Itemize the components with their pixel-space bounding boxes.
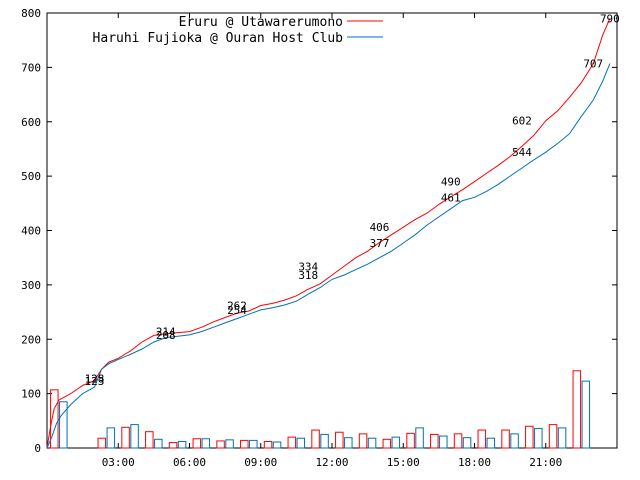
hourly-bar: [287, 436, 297, 449]
hourly-bars: [50, 370, 591, 449]
hourly-bar: [415, 427, 424, 449]
data-label: 377: [370, 237, 390, 250]
y-tick-label: 500: [21, 170, 41, 183]
data-label: 214: [156, 326, 176, 339]
x-tick-label: 12:00: [315, 456, 348, 469]
legend-label-haruhi: Haruhi Fujioka @ Ouran Host Club: [93, 31, 344, 46]
y-tick-label: 800: [21, 7, 41, 20]
data-label: 318: [298, 269, 318, 282]
data-label: 707: [583, 58, 603, 71]
data-label: 208: [156, 329, 176, 342]
hourly-bar: [263, 440, 273, 449]
hourly-bar: [201, 438, 211, 449]
hourly-bar: [145, 431, 154, 449]
data-label: 123: [85, 375, 105, 388]
legend-label-eruru: Eruru @ Utawarerumono: [179, 15, 343, 30]
hourly-bar: [154, 438, 163, 449]
y-tick-label: 0: [34, 442, 41, 455]
data-label: 544: [512, 146, 532, 159]
hourly-bar: [382, 438, 392, 449]
hourly-bar: [548, 424, 558, 449]
hourly-bar: [240, 439, 249, 449]
hourly-bar: [367, 437, 377, 449]
axes: 0 100 200 300 400 500 600 700 800 03:00 06:00 09:00…: [21, 7, 617, 469]
y-tick-label: 100: [21, 388, 41, 401]
hourly-bar: [192, 438, 202, 449]
hourly-bar: [557, 427, 567, 449]
data-label: 490: [441, 176, 461, 189]
hourly-bar: [177, 440, 187, 449]
hourly-bar: [477, 429, 487, 449]
hourly-bar: [121, 426, 130, 449]
hourly-bar: [272, 441, 282, 449]
hourly-bar: [344, 437, 353, 449]
hourly-bar: [572, 370, 582, 449]
x-tick-label: 06:00: [173, 456, 206, 469]
data-label: 334: [298, 260, 318, 273]
hourly-bar: [168, 442, 178, 449]
hourly-bar: [439, 435, 448, 449]
hourly-bar: [106, 427, 116, 449]
y-tick-label: 300: [21, 279, 41, 292]
data-label: 461: [441, 191, 461, 204]
hourly-bar: [50, 389, 59, 449]
x-tick-label: 09:00: [244, 456, 277, 469]
x-tick-label: 21:00: [529, 456, 562, 469]
y-tick-label: 400: [21, 225, 41, 238]
hourly-bar: [453, 433, 463, 449]
hourly-bar: [97, 437, 107, 449]
x-tick-label: 15:00: [387, 456, 420, 469]
data-labels: 128 214 262 334 406 490 602 707 790 123 208 254 318 3…: [85, 12, 620, 388]
x-tick-label: 03:00: [102, 456, 135, 469]
hourly-bar: [406, 432, 415, 449]
legend: Eruru @ Utawarerumono Haruhi Fujioka @ O…: [93, 15, 383, 46]
hourly-bar: [510, 433, 519, 449]
cumulative-line: [46, 63, 611, 449]
hourly-bar: [358, 433, 368, 449]
hourly-bar: [296, 437, 306, 449]
hourly-bar: [59, 401, 68, 449]
data-label: 790: [600, 12, 620, 25]
data-label: 254: [227, 304, 247, 317]
hourly-bar: [525, 425, 534, 449]
hourly-bar: [311, 429, 320, 449]
data-label: 262: [227, 300, 247, 313]
plot-frame: [46, 12, 618, 449]
hourly-bar: [391, 436, 401, 449]
cumulative-lines: [46, 18, 611, 449]
y-tick-label: 200: [21, 333, 41, 346]
y-tick-label: 600: [21, 116, 41, 129]
hourly-bar: [249, 439, 258, 449]
cumulative-line: [46, 18, 611, 449]
y-tick-label: 700: [21, 61, 41, 74]
hourly-bar: [534, 427, 543, 449]
hourly-bar: [225, 439, 234, 449]
data-label: 128: [85, 372, 105, 385]
x-tick-label: 18:00: [458, 456, 491, 469]
hourly-bar: [430, 433, 439, 449]
hourly-bar: [130, 424, 139, 449]
data-label: 406: [370, 221, 390, 234]
hourly-bar: [581, 380, 591, 449]
hourly-bar: [335, 431, 344, 449]
hourly-bar: [216, 440, 225, 449]
hourly-bar: [320, 433, 329, 449]
hourly-bar: [462, 437, 472, 449]
data-label: 602: [512, 115, 532, 128]
hourly-bar: [486, 437, 496, 449]
hourly-bar: [501, 429, 510, 449]
